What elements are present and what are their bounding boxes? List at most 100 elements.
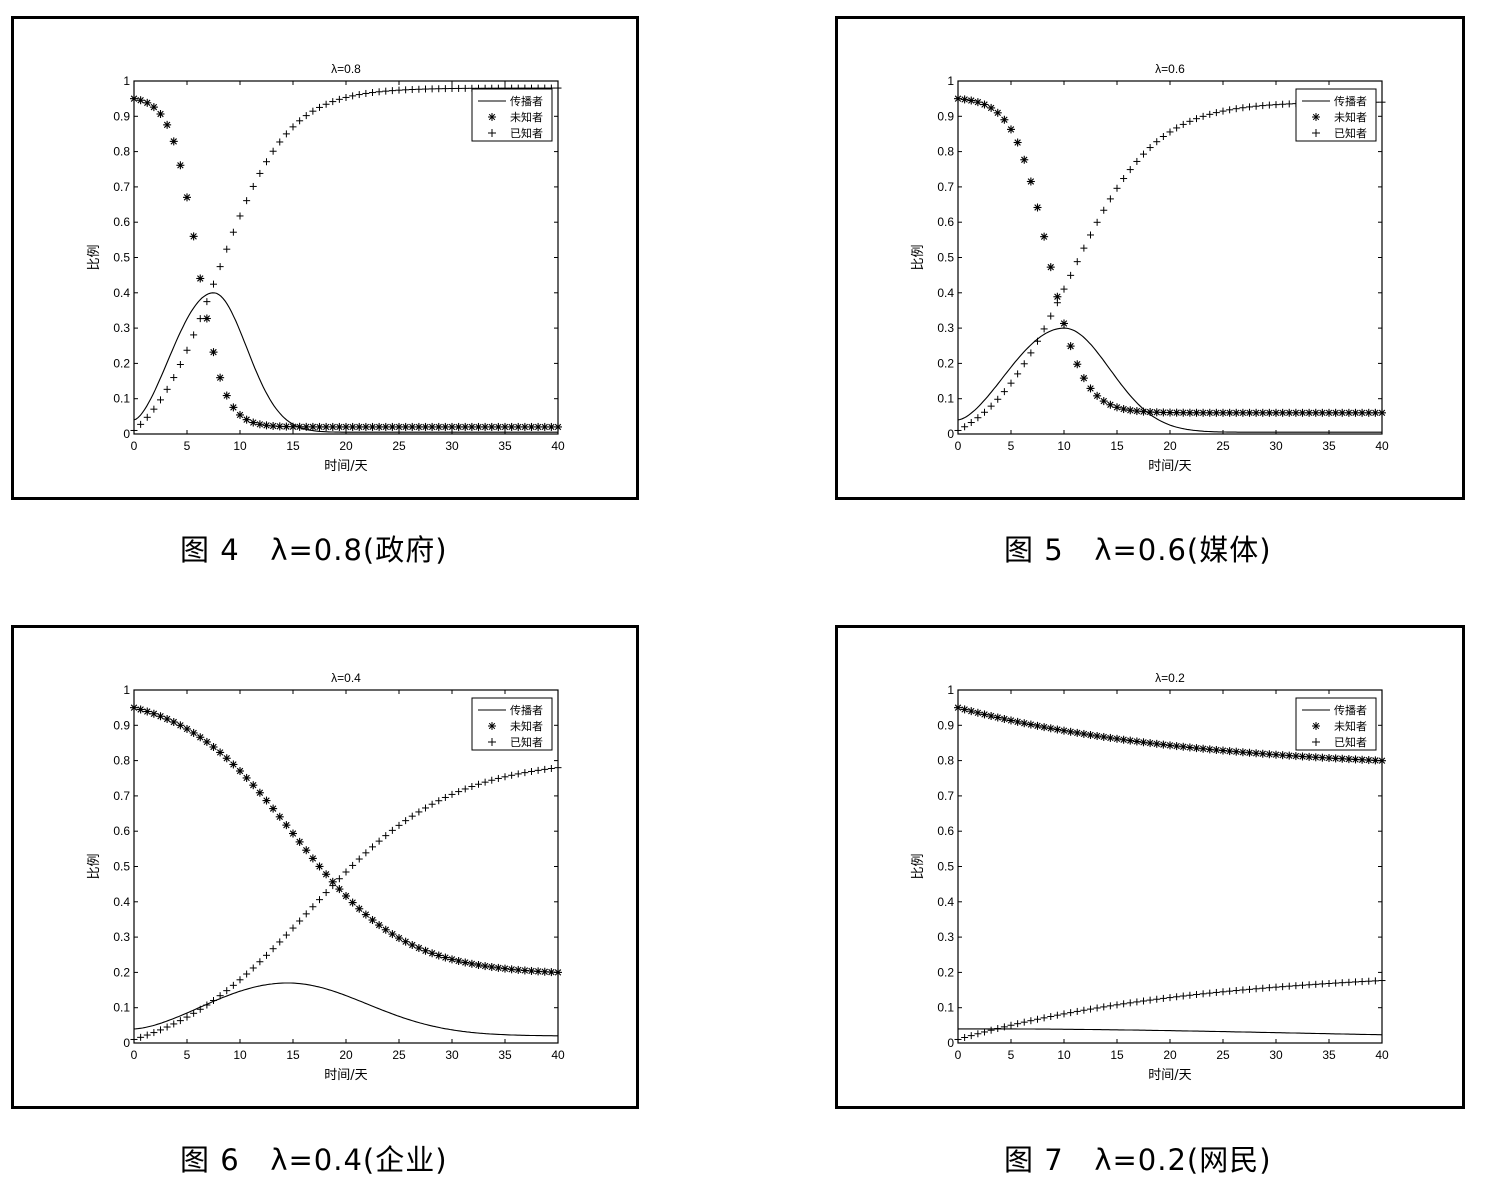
point-unknown — [1192, 744, 1201, 753]
point-unknown — [960, 705, 969, 714]
point-known — [1027, 1017, 1035, 1025]
point-known — [1173, 124, 1181, 132]
point-unknown — [395, 934, 403, 943]
point-known — [1120, 175, 1128, 183]
point-unknown — [1106, 400, 1115, 409]
y-tick-label: 0.2 — [937, 965, 954, 979]
point-unknown — [209, 742, 218, 751]
point-unknown — [136, 96, 145, 105]
point-unknown — [275, 812, 284, 821]
point-unknown — [368, 422, 377, 431]
point-known — [196, 1005, 204, 1013]
point-unknown — [1225, 408, 1234, 417]
point-known — [163, 385, 171, 393]
point-known — [402, 86, 410, 94]
point-unknown — [514, 422, 523, 431]
point-known — [974, 414, 982, 422]
chart-panel-4: λ=0.2 0 5 10 15 20 25 30 35 40 0 0.1 0.2 0.3 0.4 0.5 0.6… — [835, 625, 1465, 1109]
point-known — [1060, 285, 1068, 293]
y-tick-label: 0.8 — [113, 754, 130, 768]
point-known — [236, 212, 244, 220]
point-unknown — [163, 120, 172, 129]
legend-asterisk-swatch — [1312, 113, 1320, 121]
point-known — [1338, 979, 1346, 987]
point-known — [1345, 978, 1353, 986]
point-known — [1199, 112, 1207, 120]
point-known — [1020, 360, 1028, 368]
point-known — [1093, 1004, 1101, 1012]
caption-figure-5: 图 5 λ=0.6(媒体) — [1004, 533, 1272, 567]
point-unknown — [176, 721, 185, 730]
point-known — [994, 395, 1002, 403]
point-known — [547, 764, 555, 772]
point-unknown — [216, 748, 225, 757]
y-tick-label: 0.6 — [937, 824, 954, 838]
point-unknown — [229, 760, 238, 769]
point-known — [369, 89, 376, 97]
point-unknown — [1364, 408, 1373, 417]
point-unknown — [980, 100, 989, 109]
chart-panel-1: λ=0.8 0 5 10 15 20 25 30 35 40 0 0.1 0.2 0.3 0.4 0.5 0.6… — [11, 16, 639, 500]
point-known — [1126, 999, 1134, 1007]
point-unknown — [1219, 746, 1227, 755]
y-tick-label: 0.4 — [113, 895, 130, 909]
point-unknown — [501, 422, 509, 431]
point-known — [1093, 218, 1101, 226]
point-unknown — [1245, 408, 1254, 417]
point-known — [455, 84, 463, 92]
point-unknown — [1179, 408, 1188, 417]
point-known — [1232, 987, 1240, 995]
point-known — [1087, 231, 1094, 239]
y-tick-label: 0.1 — [113, 392, 130, 406]
point-known — [1193, 115, 1200, 123]
point-known — [508, 771, 516, 779]
point-unknown — [1285, 751, 1294, 760]
legend-asterisk-swatch — [1312, 722, 1320, 730]
point-known — [157, 1026, 164, 1034]
point-unknown — [1132, 737, 1141, 746]
point-unknown — [1060, 319, 1068, 328]
point-known — [1272, 983, 1280, 991]
x-tick-label: 15 — [1110, 1048, 1124, 1062]
point-unknown — [1126, 406, 1135, 415]
point-known — [229, 981, 237, 989]
point-unknown — [1013, 138, 1022, 147]
point-known — [1047, 1012, 1055, 1020]
point-unknown — [1026, 720, 1035, 729]
point-known — [395, 821, 403, 829]
point-known — [170, 374, 178, 382]
y-axis-label: 比例 — [911, 244, 926, 270]
point-known — [316, 896, 323, 904]
point-unknown — [328, 877, 337, 886]
legend-asterisk-swatch — [488, 722, 496, 730]
point-known — [276, 938, 284, 946]
point-known — [1246, 103, 1253, 111]
point-known — [1140, 997, 1147, 1005]
point-unknown — [534, 422, 543, 431]
point-unknown — [980, 710, 989, 719]
point-known — [382, 87, 390, 95]
point-unknown — [196, 733, 205, 742]
point-unknown — [414, 944, 423, 953]
point-unknown — [229, 403, 238, 412]
caption-figure-4: 图 4 λ=0.8(政府) — [180, 533, 448, 567]
point-unknown — [169, 137, 178, 146]
point-known — [263, 951, 270, 959]
point-unknown — [202, 737, 211, 746]
point-unknown — [381, 925, 390, 934]
point-unknown — [428, 949, 437, 958]
x-tick-label: 40 — [551, 1048, 565, 1062]
point-known — [302, 910, 310, 918]
point-unknown — [1106, 733, 1115, 742]
point-known — [342, 93, 350, 101]
series-line-spreader — [133, 292, 558, 433]
point-known — [137, 1033, 145, 1041]
y-tick-label: 0.5 — [937, 251, 954, 265]
point-unknown — [1291, 408, 1300, 417]
point-unknown — [967, 96, 976, 105]
y-axis-label: 比例 — [87, 853, 102, 879]
chart-figure-4: λ=0.2 0 5 10 15 20 25 30 35 40 0 0.1 0.2 0.3 0.4 0.5 0.6… — [911, 671, 1389, 1083]
x-axis-label: 时间/天 — [1148, 1068, 1191, 1083]
